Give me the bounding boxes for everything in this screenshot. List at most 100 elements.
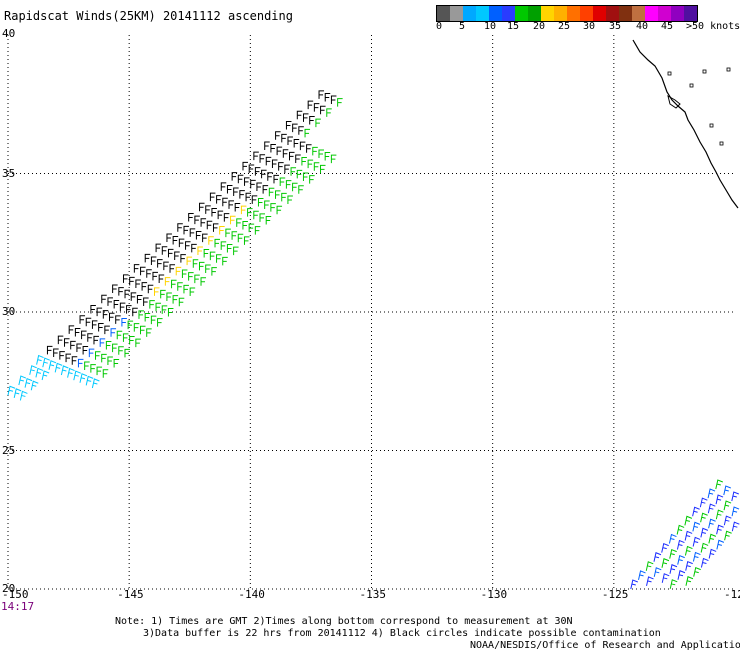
wind-barb bbox=[129, 276, 135, 286]
wind-barb bbox=[198, 261, 205, 271]
wind-barb bbox=[326, 108, 332, 117]
wind-barb bbox=[30, 380, 39, 391]
wind-barb bbox=[185, 241, 191, 250]
wind-barb bbox=[669, 564, 678, 574]
wind-barb bbox=[685, 576, 694, 586]
wind-barb bbox=[281, 133, 287, 143]
wind-barb bbox=[324, 92, 331, 102]
wind-barb bbox=[304, 128, 311, 138]
wind-barb bbox=[150, 315, 157, 325]
wind-barb bbox=[104, 325, 110, 335]
wind-barb bbox=[256, 182, 262, 192]
wind-barb bbox=[236, 218, 242, 227]
wind-barb bbox=[79, 373, 88, 383]
wind-barb bbox=[163, 261, 169, 271]
wind-barb bbox=[716, 539, 725, 550]
wind-barb bbox=[264, 200, 270, 210]
wind-barb bbox=[708, 533, 717, 544]
wind-barb bbox=[112, 284, 118, 294]
wind-barb bbox=[174, 251, 180, 260]
lake-1 bbox=[726, 67, 731, 72]
wind-barb bbox=[287, 195, 293, 205]
wind-barb bbox=[149, 300, 155, 309]
map-title: Rapidscat Winds(25KM) 20141112 ascending bbox=[4, 9, 293, 23]
wind-barb bbox=[7, 385, 16, 396]
wind-barb bbox=[200, 218, 207, 227]
wind-barb bbox=[699, 497, 708, 508]
colorbar-swatch bbox=[619, 6, 632, 21]
wind-barb bbox=[669, 548, 677, 559]
wind-barb bbox=[692, 536, 701, 547]
wind-barb bbox=[231, 231, 238, 240]
wind-barb bbox=[209, 192, 216, 202]
wind-barb bbox=[157, 259, 163, 268]
y-tick-label: 25 bbox=[2, 443, 16, 457]
wind-barb bbox=[138, 310, 144, 319]
coastline bbox=[632, 39, 739, 209]
colorbar-swatch bbox=[645, 6, 658, 21]
wind-barb bbox=[307, 100, 314, 110]
wind-barb bbox=[160, 289, 166, 299]
wind-barb bbox=[133, 264, 140, 273]
colorbar-swatch bbox=[437, 6, 450, 21]
colorbar-label: 35 bbox=[609, 21, 622, 32]
colorbar-swatch bbox=[684, 6, 697, 21]
wind-barb bbox=[313, 103, 320, 112]
wind-barb bbox=[307, 159, 314, 169]
wind-barb bbox=[265, 215, 272, 225]
wind-barb bbox=[130, 292, 137, 301]
wind-barb bbox=[222, 197, 228, 207]
wind-barb bbox=[685, 560, 693, 571]
wind-barb bbox=[700, 542, 709, 553]
wind-barb bbox=[700, 512, 708, 523]
wind-barb bbox=[46, 345, 53, 355]
wind-barb bbox=[630, 579, 638, 590]
wind-barb bbox=[209, 251, 216, 261]
wind-barb bbox=[298, 126, 304, 135]
wind-barb bbox=[95, 351, 101, 360]
wind-barb bbox=[226, 244, 233, 253]
wind-barb bbox=[121, 317, 127, 327]
wind-barb bbox=[167, 248, 174, 258]
wind-barb bbox=[208, 236, 214, 245]
wind-barb bbox=[320, 105, 326, 115]
wind-barb bbox=[150, 256, 157, 265]
wind-barb bbox=[276, 205, 283, 215]
wind-barb bbox=[118, 346, 124, 355]
wind-barb bbox=[676, 524, 685, 535]
wind-barb bbox=[724, 530, 732, 541]
note-line-1: Note: 1) Times are GMT 2)Times along bot… bbox=[115, 616, 573, 627]
wind-barb bbox=[112, 343, 118, 353]
lake-2 bbox=[689, 83, 694, 88]
wind-barb bbox=[188, 213, 194, 222]
wind-barb bbox=[155, 302, 162, 312]
wind-barb bbox=[152, 271, 158, 281]
wind-barb bbox=[136, 294, 143, 304]
wind-barb bbox=[135, 338, 141, 348]
y-tick-label: 40 bbox=[2, 27, 16, 40]
x-tick-label: -125 bbox=[601, 588, 629, 601]
wind-barb bbox=[177, 223, 183, 232]
colorbar-swatch bbox=[658, 6, 671, 21]
wind-barb bbox=[29, 365, 37, 375]
wind-barb bbox=[677, 570, 686, 580]
wind-barb bbox=[318, 149, 324, 158]
wind-barb bbox=[133, 323, 140, 332]
wind-barb bbox=[177, 282, 183, 291]
colorbar-label: 20 bbox=[533, 21, 546, 32]
wind-barb bbox=[248, 223, 255, 233]
wind-barb bbox=[237, 233, 244, 243]
wind-barb bbox=[181, 269, 188, 278]
wind-barb bbox=[122, 274, 129, 283]
wind-barb bbox=[285, 121, 292, 130]
wind-barb bbox=[147, 284, 154, 294]
colorbar-label: 15 bbox=[507, 21, 520, 32]
wind-barb bbox=[19, 390, 28, 401]
wind-barb bbox=[202, 233, 208, 243]
wind-barb bbox=[211, 207, 217, 217]
wind-barb bbox=[88, 348, 95, 358]
wind-barb bbox=[259, 213, 266, 222]
wind-barb bbox=[194, 215, 200, 225]
wind-barb bbox=[259, 154, 266, 163]
